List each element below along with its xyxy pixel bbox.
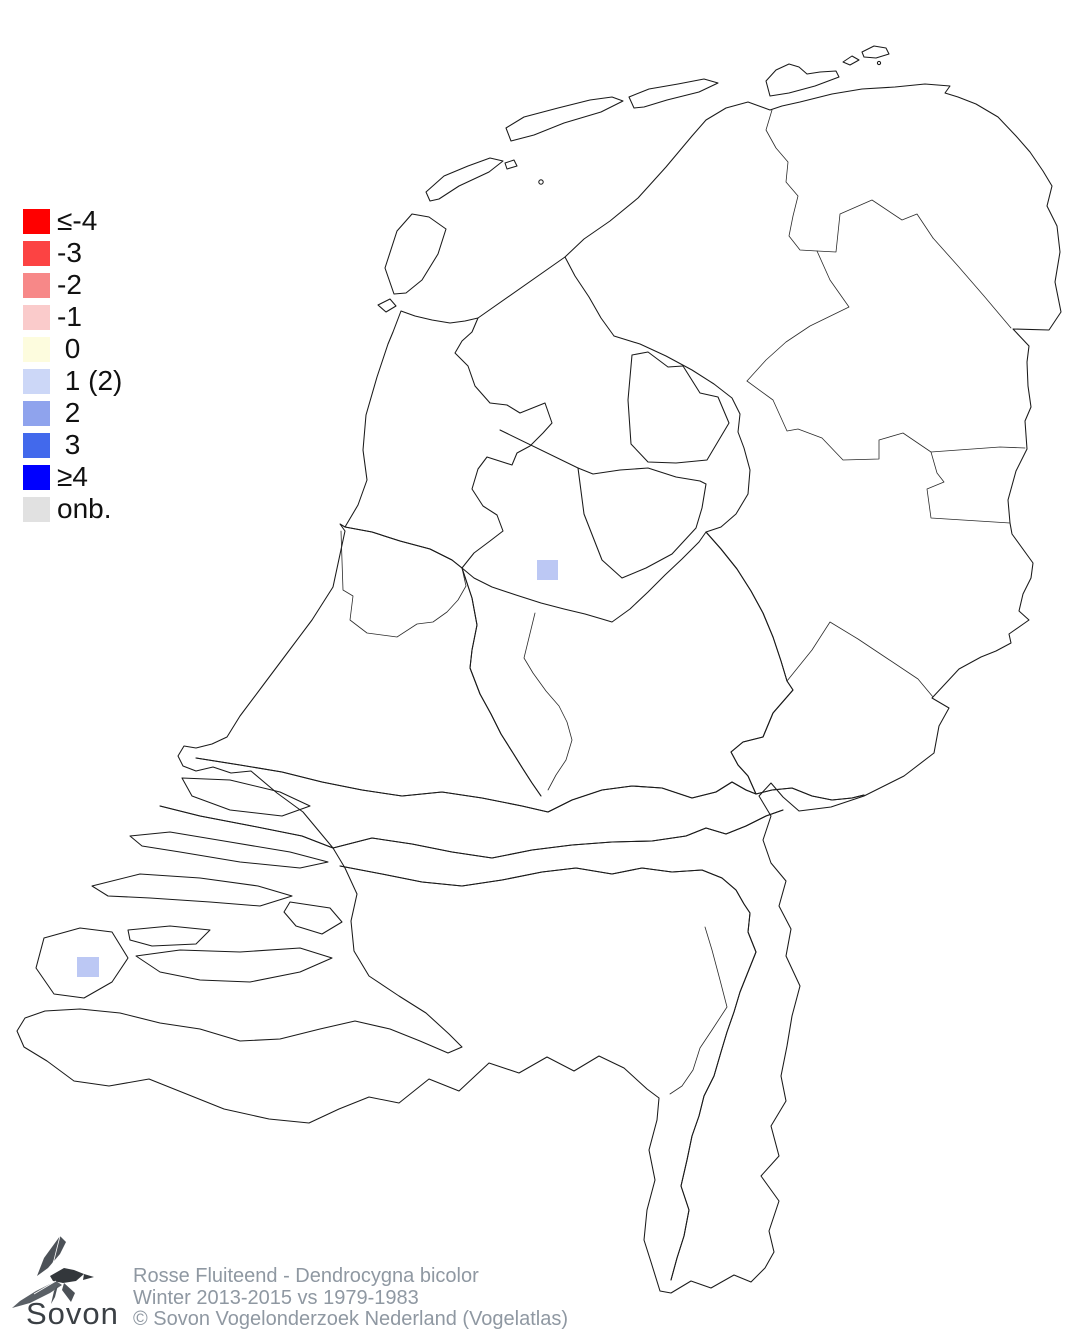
legend-item: ≤-4 [23,205,122,237]
island-goeree [129,831,329,869]
legend-swatch [23,272,50,298]
legend-label: ≥4 [57,461,88,492]
border-noordholland-south [340,530,467,638]
grid-cell [77,957,99,977]
legend-label: 1 (2) [57,365,123,396]
logo-wordmark: Sovon [26,1296,119,1331]
legend-swatch [23,336,50,362]
legend-swatch [23,464,50,490]
island-texel [384,213,447,295]
legend-item: ≥4 [23,461,122,493]
caption-species: Rosse Fluiteend - Dendrocygna bicolor [133,1265,479,1287]
houtribdijk [499,429,579,469]
caption-block: Rosse Fluiteend - Dendrocygna bicolor Wi… [133,1265,569,1331]
legend-swatch [23,400,50,426]
islet-rottumeroog [861,45,890,59]
friesland-overijssel-coast [613,335,751,533]
swallow-icon [12,1235,94,1308]
legend-item: 0 [23,333,122,365]
legend-label: 2 [57,397,81,428]
border-overijssel-gelderland [786,621,934,698]
border-friesland-groningen [765,109,818,252]
flevoland-polder [577,467,707,579]
legend-swatch [23,496,50,522]
islet-richel [504,159,518,170]
island-noord-beveland [127,925,211,947]
island-texel-flat [377,298,397,313]
noordholland-east-coast [454,317,553,569]
legend-item: -2 [23,269,122,301]
islet-rottumerplaat [842,55,860,66]
islet-griend [538,179,544,185]
caption-period: Winter 2013-2015 vs 1979-1983 [133,1286,419,1309]
border-groningen-drenthe-east [932,237,1012,329]
legend: ≤-4 -3 -2 -1 0 1 (2) 2 3 ≥4 onb. [23,205,122,525]
island-voorne-putten [181,777,311,817]
legend-label: -3 [57,237,82,268]
island-schiermonnikoog [765,63,840,97]
island-ameland [628,78,719,109]
border-drenthe-north [816,199,934,253]
legend-swatch [23,304,50,330]
island-walcheren [35,927,129,999]
sovon-logo: Sovon [10,1234,140,1338]
island-vlieland [425,157,504,202]
island-zuid-beveland [135,947,333,983]
legend-swatch [23,368,50,394]
legend-item: 2 [23,397,122,429]
legend-item: 3 [23,429,122,461]
legend-label: 3 [57,429,81,460]
border-friesland-drenthe [746,250,850,382]
island-tholen [283,901,343,935]
noordoostpolder [627,351,730,464]
legend-swatch [23,208,50,234]
legend-item: 1 (2) [23,365,122,397]
legend-swatch [23,432,50,458]
border-drenthe-south [746,380,1026,461]
border-brabant-limburg [669,926,728,1095]
legend-label: 0 [57,333,81,364]
legend-item: -3 [23,237,122,269]
island-schouwen [91,873,293,907]
border-drenthe-overijssel-jog [926,451,1011,524]
island-terschelling [505,96,624,142]
gooi-randmeer-shore [461,531,707,623]
legend-swatch [23,240,50,266]
legend-item: onb. [23,493,122,525]
legend-label: -2 [57,269,82,300]
border-utrecht-gelderland [523,612,573,791]
islet-dot [876,60,882,66]
legend-item: -1 [23,301,122,333]
mainland-outline [16,83,1062,1294]
legend-label: onb. [57,493,112,524]
caption-copyright: © Sovon Vogelonderzoek Nederland (Vogela… [133,1308,569,1330]
friesland-ijsselmeer-coast [564,256,615,337]
grid-cell [537,560,558,580]
legend-label: -1 [57,301,82,332]
legend-label: ≤-4 [57,205,98,236]
